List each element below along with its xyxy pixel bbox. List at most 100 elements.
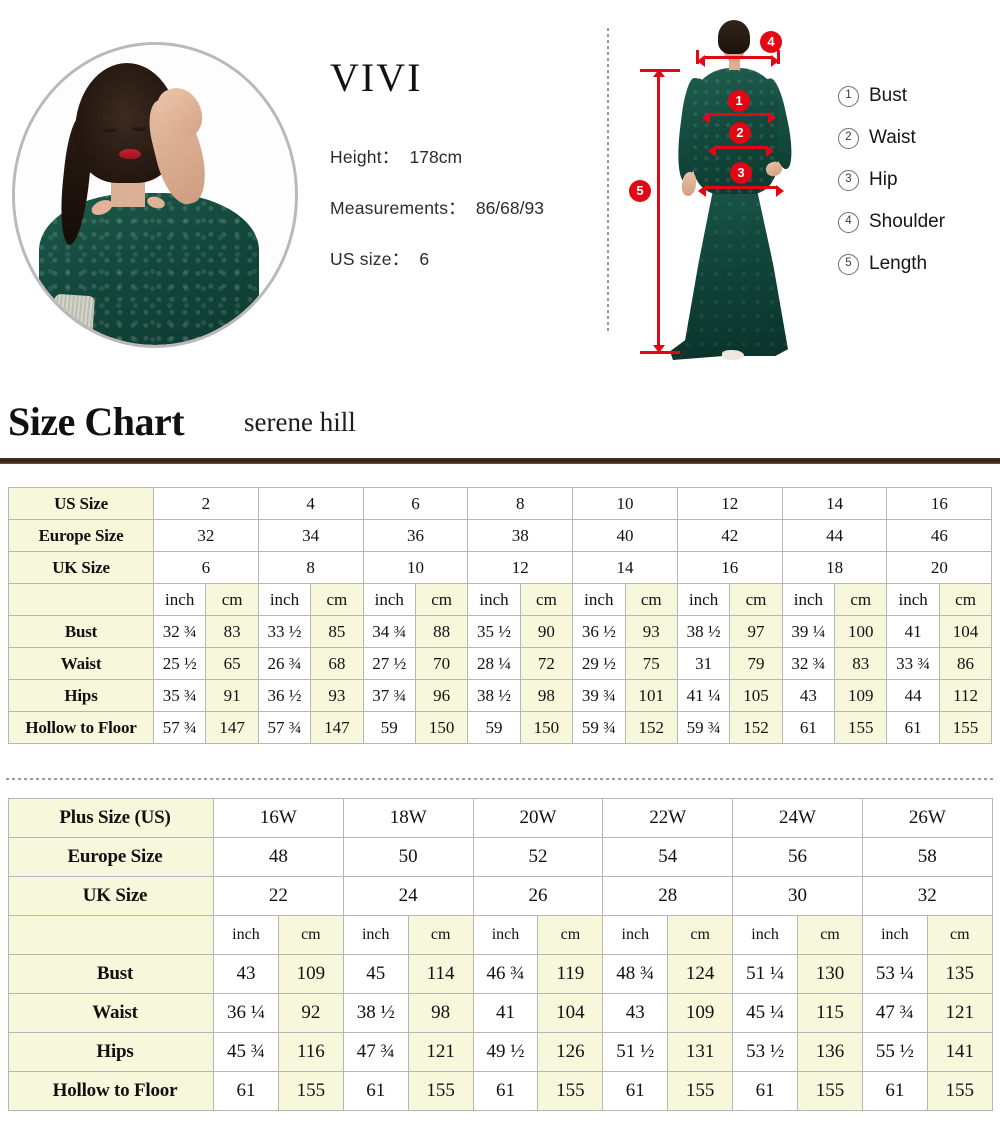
model-measurements-row: Measurements： 86/68/93 [330,195,544,220]
table-row: Waist 36 ¼ 92 38 ½ 98 41 104 43 109 45 ¼ 115 47 ¾ 12… [8,993,993,1033]
vertical-dotted-divider [607,28,609,334]
row-label-size: US Size [8,487,154,520]
cell-bust-1: 109 [277,954,344,994]
cell-size-2: 6 [362,487,469,520]
cell-waist-7: 72 [519,647,574,680]
cell-hips-1: 91 [205,679,259,712]
measurement-diagram: 4 1 2 3 5 [612,8,837,372]
plus-size-table: Plus Size (US) 16W 18W 20W 22W 24W 26W Europe S… [8,798,993,1111]
cell-hips-15: 112 [938,679,993,712]
cell-hips-0: 35 ¾ [152,679,207,712]
cell-bust-7: 90 [519,615,574,648]
cell-hips-10: 41 ¼ [676,679,731,712]
marker-2: 2 [729,122,751,144]
cell-bust-10: 53 ¼ [861,954,928,994]
shoulder-measure-arrow [697,54,779,67]
legend-num-3: 3 [838,169,859,191]
row-label-hips: Hips [8,679,154,712]
row-label-hollow_to_floor: Hollow to Floor [8,1071,214,1111]
cell-hollow_to_floor-0: 57 ¾ [152,711,207,744]
marker-3: 3 [730,162,752,184]
shoulder-tick-right [777,50,780,64]
cell-hollow_to_floor-10: 61 [861,1071,928,1111]
model-height-label: Height： [330,147,400,167]
cell-hollow_to_floor-13: 155 [834,711,888,744]
cell-hollow_to_floor-15: 155 [938,711,993,744]
cell-unit-13: cm [834,583,888,616]
cell-hips-3: 121 [407,1032,474,1072]
measurement-legend: 1 Bust 2 Waist 3 Hip 4 Shoulder 5 Length [838,85,945,295]
cell-waist-14: 33 ¾ [886,647,940,680]
cell-europe-0: 32 [153,519,259,552]
cell-uk-5: 32 [861,876,993,916]
cell-hollow_to_floor-6: 61 [602,1071,669,1111]
cell-hips-3: 93 [310,679,364,712]
cell-waist-4: 27 ½ [362,647,416,680]
table-row: Hips 45 ¾ 116 47 ¾ 121 49 ½ 126 51 ½ 131 53 ½ 136 5… [8,1032,993,1072]
cell-waist-0: 25 ½ [152,647,207,680]
model-photo [12,42,298,348]
cell-hips-14: 44 [886,679,940,712]
cell-hollow_to_floor-2: 61 [342,1071,409,1111]
length-tick-top [640,69,680,72]
cell-unit-8: inch [572,583,626,616]
legend-item-hip: 3 Hip [838,169,945,191]
cell-bust-15: 104 [938,615,993,648]
cell-hollow_to_floor-9: 152 [624,711,678,744]
cell-hollow_to_floor-2: 57 ¾ [257,711,312,744]
cell-unit-3: cm [310,583,364,616]
cell-size-2: 20W [472,798,604,838]
cell-hollow_to_floor-5: 155 [537,1071,604,1111]
cell-uk-2: 10 [362,551,469,584]
cell-hollow_to_floor-1: 155 [277,1071,344,1111]
cell-bust-5: 119 [537,954,604,994]
cell-hollow_to_floor-7: 155 [667,1071,734,1111]
cell-uk-3: 28 [602,876,734,916]
row-label-bust: Bust [8,954,214,994]
cell-hips-5: 96 [414,679,469,712]
cell-uk-5: 16 [676,551,783,584]
cell-uk-3: 12 [467,551,574,584]
cell-hips-7: 98 [519,679,574,712]
cell-bust-0: 32 ¾ [152,615,207,648]
row-label-bust: Bust [8,615,154,648]
cell-hollow_to_floor-10: 59 ¾ [676,711,731,744]
table-row: Bust 32 ¾ 83 33 ½ 85 34 ¾ 88 35 ½ 90 36 ½ 93 38 ½ 97… [8,615,993,648]
cell-waist-6: 28 ¼ [467,647,521,680]
cell-hollow_to_floor-3: 155 [407,1071,474,1111]
cell-unit-4: inch [362,583,416,616]
title-divider-rule [0,458,1000,464]
cell-hips-12: 43 [781,679,836,712]
cell-hips-10: 55 ½ [861,1032,928,1072]
cell-size-5: 26W [861,798,993,838]
cell-bust-6: 35 ½ [467,615,521,648]
cell-unit-7: cm [519,583,574,616]
cell-unit-9: cm [797,915,863,955]
cell-waist-0: 36 ¼ [213,993,279,1033]
cell-bust-9: 130 [797,954,863,994]
cell-unit-11: cm [729,583,783,616]
cell-waist-10: 47 ¾ [861,993,928,1033]
cell-hips-2: 47 ¾ [342,1032,409,1072]
row-label-waist: Waist [8,647,154,680]
row-label-europe: Europe Size [8,837,214,877]
cell-bust-13: 100 [834,615,888,648]
cell-uk-7: 20 [886,551,993,584]
cell-size-0: 2 [153,487,259,520]
cell-europe-2: 52 [472,837,604,877]
cell-waist-1: 92 [277,993,344,1033]
cell-hips-4: 37 ¾ [362,679,416,712]
cell-waist-11: 121 [926,993,993,1033]
model-measurements-value: 86/68/93 [475,198,544,218]
cell-hollow_to_floor-9: 155 [797,1071,863,1111]
cell-europe-3: 54 [602,837,734,877]
size-chart-header: Size Chart serene hill [0,398,1000,470]
row-label-hips: Hips [8,1032,214,1072]
row-label-units [8,583,154,616]
cell-size-4: 10 [572,487,678,520]
cell-waist-8: 45 ¼ [732,993,799,1033]
cell-unit-9: cm [624,583,678,616]
cell-waist-12: 32 ¾ [781,647,836,680]
cell-bust-10: 38 ½ [676,615,731,648]
model-info-panel: VIVI Height： 178cm Measurements： 86/68/93 … [0,0,1000,382]
